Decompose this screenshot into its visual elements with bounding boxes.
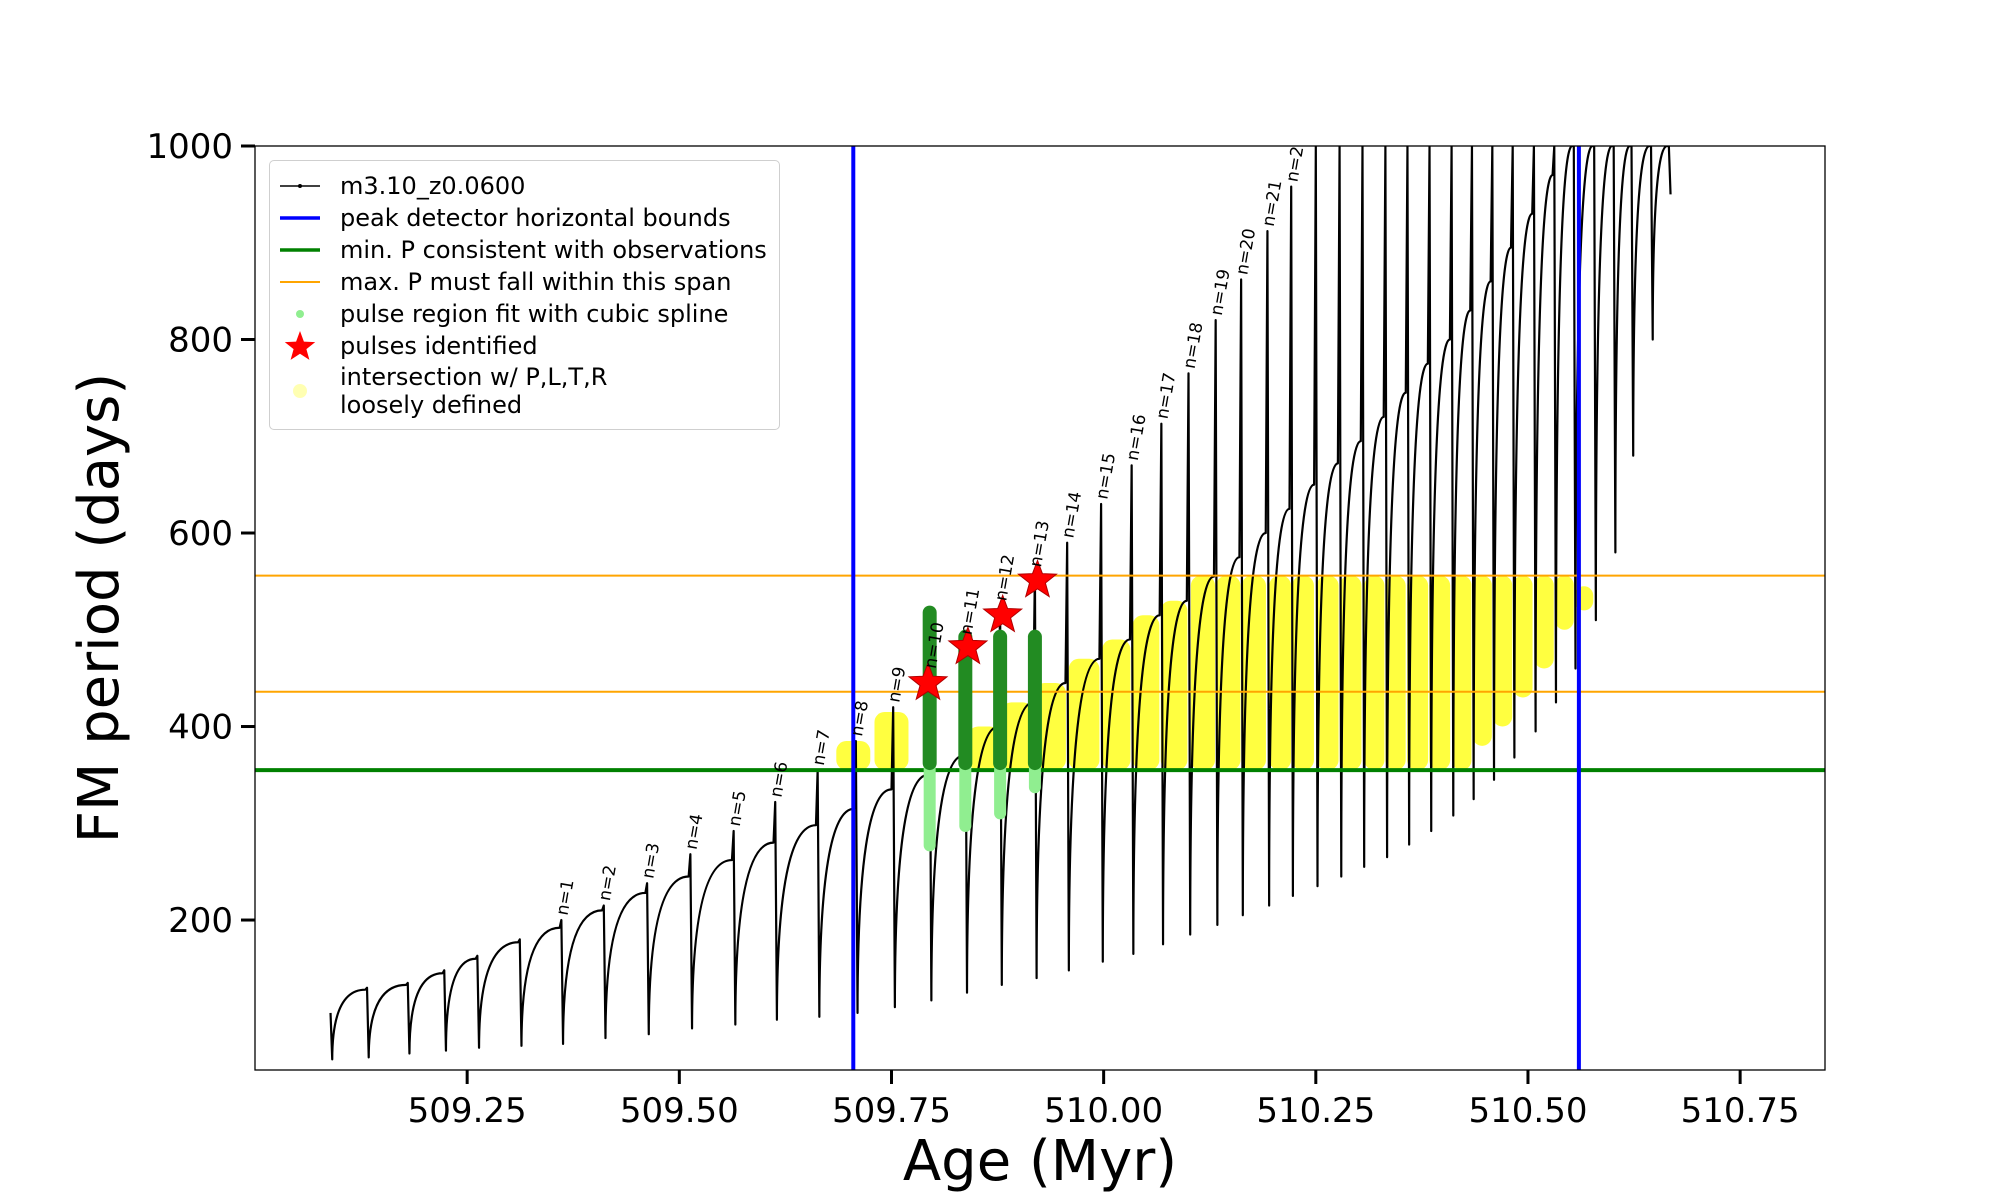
legend-entry: max. P must fall within this span (278, 267, 767, 297)
fit-column (1027, 629, 1042, 771)
legend-label: pulses identified (340, 332, 538, 360)
pulse-label: n=13 (1026, 519, 1054, 568)
range-column (1364, 575, 1385, 771)
x-tick-label: 510.75 (1681, 1091, 1800, 1131)
pulse-label: n=4 (682, 812, 708, 851)
legend-icon (280, 248, 320, 252)
y-axis-title: FM period (days) (67, 373, 132, 843)
range-column (1555, 575, 1574, 630)
legend-icon (280, 184, 320, 188)
range-column (1160, 600, 1188, 771)
y-tick-label: 400 (168, 708, 233, 748)
pulse-label: n=19 (1207, 268, 1235, 317)
range-column (1068, 658, 1100, 771)
range-column (1001, 702, 1033, 771)
pulse-label: n=2 (595, 864, 621, 903)
range-column (1339, 575, 1362, 771)
legend-entry: peak detector horizontal bounds (278, 203, 767, 233)
x-tick-label: 509.50 (620, 1091, 739, 1131)
pulse-label: n=22 (1282, 134, 1310, 183)
legend-label: pulse region fit with cubic spline (340, 300, 729, 328)
pulse-label: n=14 (1058, 490, 1086, 539)
legend-icon (280, 216, 320, 220)
legend-marker (298, 184, 302, 188)
x-tick-label: 509.75 (832, 1091, 951, 1131)
range-column (1513, 575, 1533, 698)
legend-icon (296, 310, 304, 318)
axes: 509.25 509.50 509.75 510.00 510.25 510.50 510.… (146, 127, 1826, 1131)
pulse-label: n=8 (847, 699, 873, 738)
legend-dot (296, 310, 304, 318)
legend-entry: m3.10_z0.0600 (278, 171, 767, 201)
pulse-label: n=21 (1259, 179, 1287, 228)
range-column (1407, 575, 1429, 771)
plot-area: n=1 n=2n=3n=4n=5n=6n=7n=8n=9n=10n=11n=12n… (255, 134, 1825, 1070)
pulse-label: n=1 (553, 878, 579, 917)
y-tick-label: 600 (168, 514, 233, 554)
pulse-label: n=15 (1092, 451, 1120, 500)
pulse-label: n=9 (884, 665, 910, 704)
legend-entry: min. P consistent with observations (278, 235, 767, 265)
range-column (1429, 575, 1451, 771)
pulse-label: n=17 (1153, 371, 1181, 420)
plot-frame (254, 145, 1826, 1071)
legend-entry: pulses identified (278, 331, 767, 361)
pulse-star (947, 625, 989, 665)
fit-column (993, 629, 1008, 771)
legend-entry: pulse region fit with cubic spline (278, 299, 767, 329)
pulse-label: n=3 (638, 841, 664, 880)
range-column (1241, 575, 1266, 771)
x-axis-title: Age (Myr) (903, 1129, 1177, 1194)
pulse-label: n=20 (1232, 227, 1260, 276)
pulse-star (907, 661, 949, 701)
pulse-star (982, 593, 1024, 633)
legend-star (284, 331, 316, 360)
x-tick-label: 510.50 (1468, 1091, 1587, 1131)
legend-label: intersection w/ P,L,T,R loosely defined (340, 363, 608, 419)
x-tick-label: 509.25 (408, 1091, 527, 1131)
range-column (968, 726, 1000, 771)
range-column (1534, 575, 1554, 669)
legend-entry: intersection w/ P,L,T,R loosely defined (278, 363, 767, 419)
pulse-label: n=12 (991, 553, 1019, 602)
pulse-label: n=5 (725, 789, 751, 828)
pulse-label: n=6 (766, 760, 792, 799)
legend-dot (293, 384, 307, 398)
x-tick-label: 510.25 (1256, 1091, 1375, 1131)
range-column (1034, 682, 1066, 771)
x-tick-label: 510.00 (1044, 1091, 1163, 1131)
pulse-label: n=7 (809, 728, 835, 767)
legend-label: min. P consistent with observations (340, 236, 767, 264)
y-tick-label: 200 (168, 901, 233, 941)
range-column (1385, 575, 1406, 771)
range-column (1269, 575, 1292, 771)
range-column (1492, 575, 1513, 727)
fit-column (958, 629, 973, 771)
legend-label: max. P must fall within this span (340, 268, 732, 296)
y-tick-label: 1000 (146, 127, 233, 167)
data-line (329, 146, 1672, 1061)
range-column (1472, 575, 1492, 746)
range-column (1216, 575, 1241, 771)
range-column (1452, 575, 1472, 771)
pulse-star (1017, 558, 1058, 598)
y-tick-label: 800 (168, 321, 233, 361)
pulse-label: n=18 (1180, 321, 1208, 370)
pulse-label: n=16 (1123, 413, 1151, 462)
range-column (1190, 575, 1216, 771)
pulse-label: n=11 (957, 587, 985, 636)
legend-label: m3.10_z0.0600 (340, 172, 526, 200)
legend-icon (280, 281, 320, 283)
legend-icon (293, 384, 307, 398)
legend-label: peak detector horizontal bounds (340, 204, 731, 232)
range-column (1316, 575, 1339, 771)
range-column (1292, 575, 1314, 771)
legend-icon (284, 331, 316, 360)
range-column (1102, 639, 1131, 771)
